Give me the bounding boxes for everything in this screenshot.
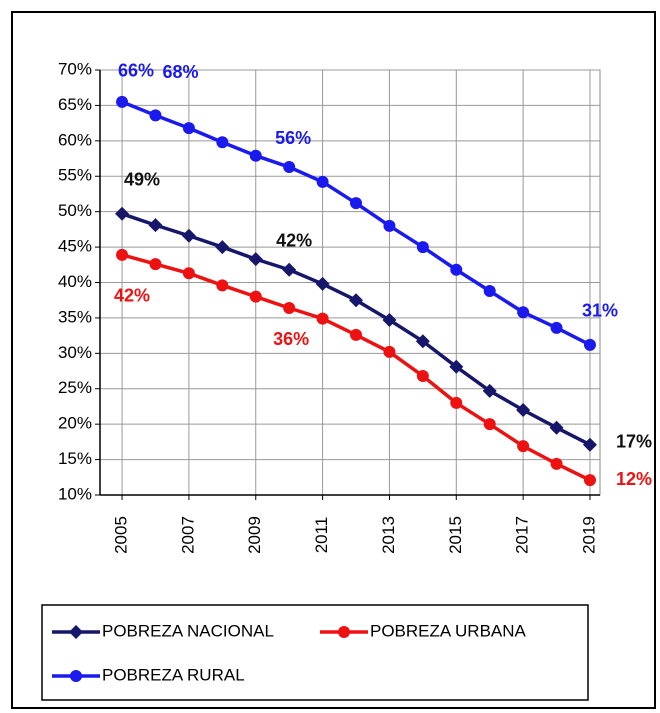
- data-point: [215, 240, 230, 255]
- data-point: [582, 437, 597, 452]
- data-point: [550, 321, 563, 334]
- y-tick-label: 20%: [58, 414, 92, 433]
- data-point: [316, 175, 329, 188]
- legend-marker: [69, 625, 83, 639]
- y-tick-label: 25%: [58, 378, 92, 397]
- data-point: [383, 345, 396, 358]
- data-point: [216, 279, 229, 292]
- x-tick-label: 2015: [446, 516, 465, 554]
- x-tick-label: 2007: [178, 516, 197, 554]
- data-point: [249, 290, 262, 303]
- x-tick-label: 2009: [245, 516, 264, 554]
- legend-label: POBREZA RURAL: [102, 665, 245, 684]
- y-tick-label: 30%: [58, 343, 92, 362]
- legend-marker: [338, 626, 350, 638]
- data-point: [148, 218, 163, 233]
- y-tick-label: 10%: [58, 484, 92, 503]
- data-point: [315, 276, 330, 291]
- data-point: [415, 334, 430, 349]
- data-point: [583, 474, 596, 487]
- y-tick-label: 70%: [58, 59, 92, 78]
- annotation: 12%: [616, 469, 652, 489]
- data-point: [583, 338, 596, 351]
- data-point: [282, 262, 297, 277]
- data-point: [216, 136, 229, 149]
- annotation: 56%: [275, 128, 311, 148]
- data-point: [483, 285, 496, 297]
- data-point: [550, 457, 563, 470]
- annotation: 36%: [273, 329, 309, 349]
- data-point: [149, 109, 162, 122]
- y-tick-label: 45%: [58, 237, 92, 256]
- annotation: 66%: [118, 61, 154, 81]
- x-tick-label: 2019: [579, 516, 598, 554]
- data-point: [249, 149, 262, 162]
- data-point: [115, 206, 130, 221]
- data-point: [449, 359, 464, 374]
- x-tick-label: 2005: [112, 516, 131, 554]
- data-point: [181, 228, 196, 243]
- legend-marker: [70, 670, 82, 682]
- data-point: [116, 95, 129, 108]
- data-point: [549, 420, 564, 435]
- data-point: [283, 161, 296, 174]
- data-point: [517, 306, 530, 319]
- data-point: [482, 383, 497, 398]
- annotation: 42%: [114, 286, 150, 306]
- data-point: [483, 418, 496, 431]
- annotation: 42%: [276, 231, 312, 251]
- data-point: [149, 258, 162, 271]
- data-point: [116, 248, 129, 261]
- legend-box: [41, 604, 589, 701]
- y-tick-label: 65%: [58, 95, 92, 114]
- annotation: 31%: [582, 301, 618, 321]
- data-point: [450, 263, 463, 276]
- data-point: [350, 328, 363, 341]
- x-tick-label: 2011: [312, 517, 331, 554]
- data-point: [516, 403, 531, 417]
- data-point: [349, 293, 364, 308]
- annotation: 49%: [124, 170, 160, 190]
- y-tick-label: 35%: [58, 307, 92, 326]
- data-point: [350, 197, 363, 210]
- x-tick-label: 2017: [513, 516, 532, 554]
- data-point: [182, 267, 195, 280]
- annotation: 68%: [162, 62, 198, 82]
- data-point: [382, 313, 397, 328]
- data-point: [450, 396, 463, 409]
- data-point: [283, 302, 296, 314]
- y-tick-label: 40%: [58, 272, 92, 291]
- data-point: [383, 219, 396, 232]
- data-point: [416, 241, 429, 254]
- data-point: [416, 370, 429, 382]
- y-tick-label: 60%: [58, 130, 92, 149]
- legend-label: POBREZA NACIONAL: [102, 621, 274, 640]
- legend-label: POBREZA URBANA: [370, 621, 527, 640]
- x-tick-label: 2013: [379, 516, 398, 554]
- y-tick-label: 15%: [58, 449, 92, 468]
- y-tick-label: 55%: [58, 166, 92, 185]
- y-tick-label: 50%: [58, 201, 92, 220]
- annotation: 17%: [616, 431, 652, 451]
- data-point: [316, 312, 329, 325]
- data-point: [517, 440, 530, 453]
- data-point: [248, 252, 263, 267]
- data-point: [182, 122, 195, 135]
